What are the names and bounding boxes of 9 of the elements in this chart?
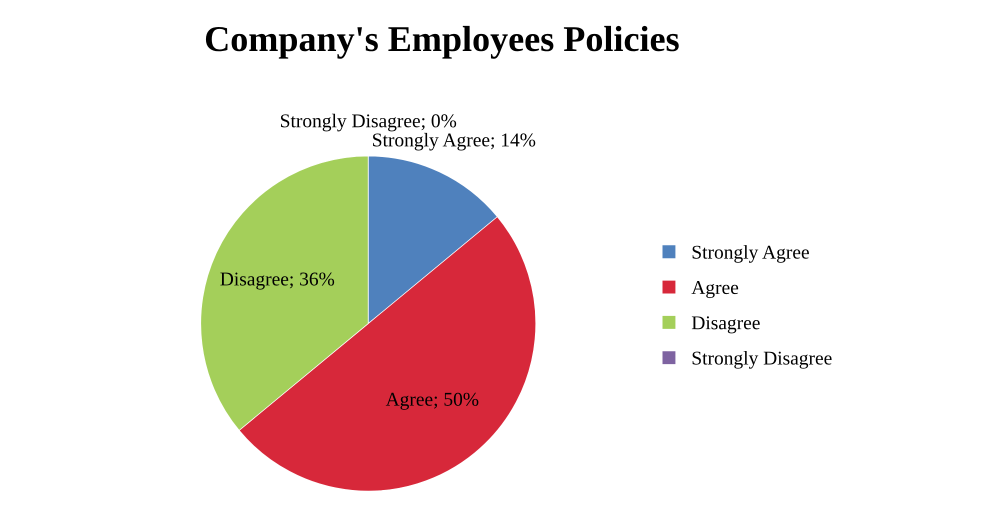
data-label: Strongly Agree; 14% <box>373 132 536 151</box>
legend-label: Disagree <box>692 316 760 334</box>
legend-label: Strongly Agree <box>692 245 809 263</box>
chart-title: Company's Employees Policies <box>206 26 679 59</box>
text: Strongly Disagree; 0% <box>280 114 456 132</box>
data-label: Agree; 50% <box>386 392 478 410</box>
legend-label: Agree <box>692 281 738 298</box>
data-label: Disagree; 36% <box>220 272 334 290</box>
legend-label: Strongly Disagree <box>692 350 832 369</box>
